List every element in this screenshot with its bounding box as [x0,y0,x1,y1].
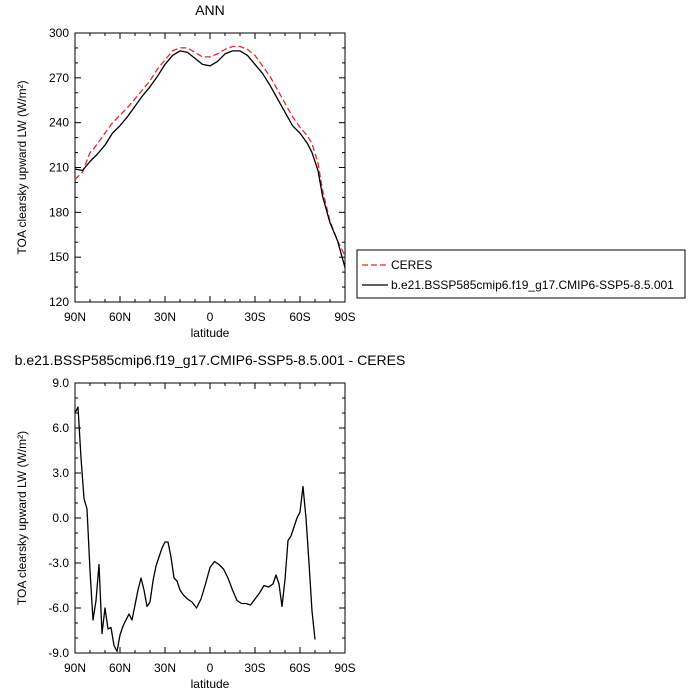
x-tick-label: 60N [109,661,131,675]
x-tick-label: 30S [244,310,265,324]
x-tick-label: 90N [64,661,86,675]
x-axis-label: latitude [191,677,230,691]
legend-box [356,249,686,299]
x-tick-label: 60S [289,310,310,324]
chart-title: b.e21.BSSP585cmip6.f19_g17.CMIP6-SSP5-8.… [15,352,406,368]
y-axis-label: TOA clearsky upward LW (W/m²) [15,80,29,254]
x-tick-label: 30S [244,661,265,675]
y-tick-label: 120 [49,295,69,309]
legend-label-ceres: CERES [391,258,432,272]
legend: CERES b.e21.BSSP585cmip6.f19_g17.CMIP6-SS… [356,249,686,299]
series-line-model [74,50,346,268]
y-tick-label: -9.0 [48,646,69,660]
y-tick-label: 0.0 [52,511,69,525]
y-axis-label: TOA clearsky upward LW (W/m²) [15,431,29,605]
y-tick-label: 240 [49,116,69,130]
series-line-difference [74,406,316,653]
series-line-ceres [74,45,346,256]
plot-frame [74,32,346,303]
x-tick-label: 90S [334,310,355,324]
y-tick-label: -3.0 [48,556,69,570]
chart-panel-1: ANN 90N 60N 30N 0 30S 60S 90S 120 150 180 210 240 270… [49,2,356,340]
chart-title: ANN [195,2,225,18]
y-tick-label: 3.0 [52,466,69,480]
x-tick-label: 30N [154,310,176,324]
y-tick-label: 270 [49,71,69,85]
x-tick-label: 0 [207,310,214,324]
x-axis-label: latitude [191,326,230,340]
x-tick-label: 60S [289,661,310,675]
y-tick-label: 150 [49,250,69,264]
legend-label-model: b.e21.BSSP585cmip6.f19_g17.CMIP6-SSP5-8.… [391,278,674,292]
x-tick-label: 60N [109,310,131,324]
chart-panel-2: b.e21.BSSP585cmip6.f19_g17.CMIP6-SSP5-8.… [15,352,406,691]
y-tick-label: 180 [49,205,69,219]
y-tick-label: 9.0 [52,376,69,390]
x-tick-label: 90S [334,661,355,675]
x-tick-label: 0 [207,661,214,675]
x-tick-label: 90N [64,310,86,324]
y-tick-label: 300 [49,26,69,40]
y-tick-label: 6.0 [52,421,69,435]
y-tick-label: 210 [49,161,69,175]
x-tick-label: 30N [154,661,176,675]
y-tick-label: -6.0 [48,601,69,615]
plot-frame [74,382,346,654]
